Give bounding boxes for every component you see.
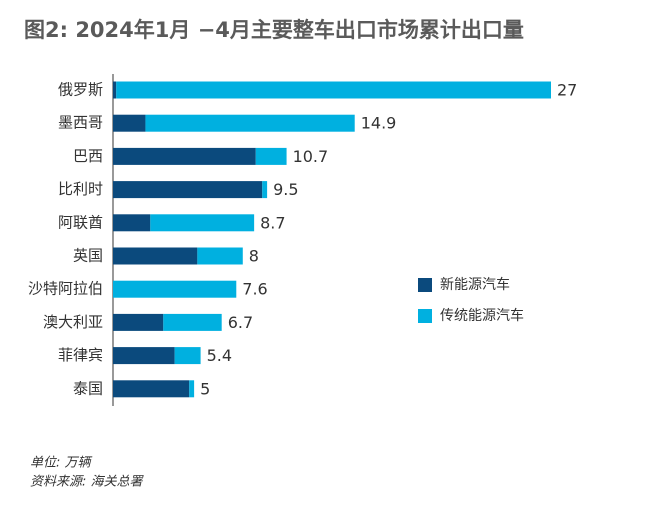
y-tick-label: 巴西	[73, 147, 103, 165]
total-label: 14.9	[361, 114, 397, 133]
bar-segment	[145, 114, 355, 132]
y-tick-label: 墨西哥	[58, 114, 103, 132]
total-label: 6.7	[228, 313, 253, 332]
chart-title: 图2: 2024年1月 −4月主要整车出口市场累计出口量	[24, 18, 524, 42]
y-tick-label: 比利时	[58, 180, 103, 198]
bar-segment	[113, 181, 263, 199]
total-label: 8	[249, 247, 259, 266]
legend-label: 传统能源汽车	[440, 307, 524, 324]
bar-segment	[189, 380, 195, 398]
y-tick-label: 菲律宾	[58, 346, 103, 364]
total-label: 5	[200, 379, 210, 398]
bar-segment	[116, 81, 551, 99]
total-label: 9.5	[273, 180, 298, 199]
y-tick-label: 沙特阿拉伯	[28, 280, 103, 298]
y-tick-label: 泰国	[73, 379, 103, 397]
bar-segment	[113, 313, 164, 331]
y-tick-label: 澳大利亚	[43, 313, 103, 331]
bar-segment	[113, 280, 237, 298]
legend-swatch	[418, 278, 432, 292]
bar-segment	[113, 214, 151, 232]
bar-segment	[197, 247, 243, 265]
bar-segment	[113, 347, 175, 365]
legend-swatch	[418, 309, 432, 323]
bar-segment	[255, 147, 287, 165]
bar-segment	[113, 147, 256, 165]
y-tick-label: 英国	[73, 247, 103, 265]
bar-segment	[163, 313, 222, 331]
legend-label: 新能源汽车	[440, 276, 510, 293]
bar-segment	[150, 214, 255, 232]
bar-segment	[113, 247, 198, 265]
bar-segment	[262, 181, 268, 199]
bar-segment	[113, 114, 146, 132]
total-label: 5.4	[207, 346, 232, 365]
note: 资料来源: 海关总署	[30, 475, 145, 490]
total-label: 8.7	[260, 213, 285, 232]
bar-segment	[174, 347, 201, 365]
bar-segment	[113, 81, 117, 99]
note: 单位: 万辆	[30, 455, 93, 471]
total-label: 10.7	[293, 147, 329, 166]
total-label: 27	[557, 81, 577, 100]
bar-segment	[113, 380, 190, 398]
y-tick-label: 俄罗斯	[58, 81, 103, 99]
total-label: 7.6	[242, 280, 267, 299]
y-tick-label: 阿联酋	[58, 213, 103, 231]
